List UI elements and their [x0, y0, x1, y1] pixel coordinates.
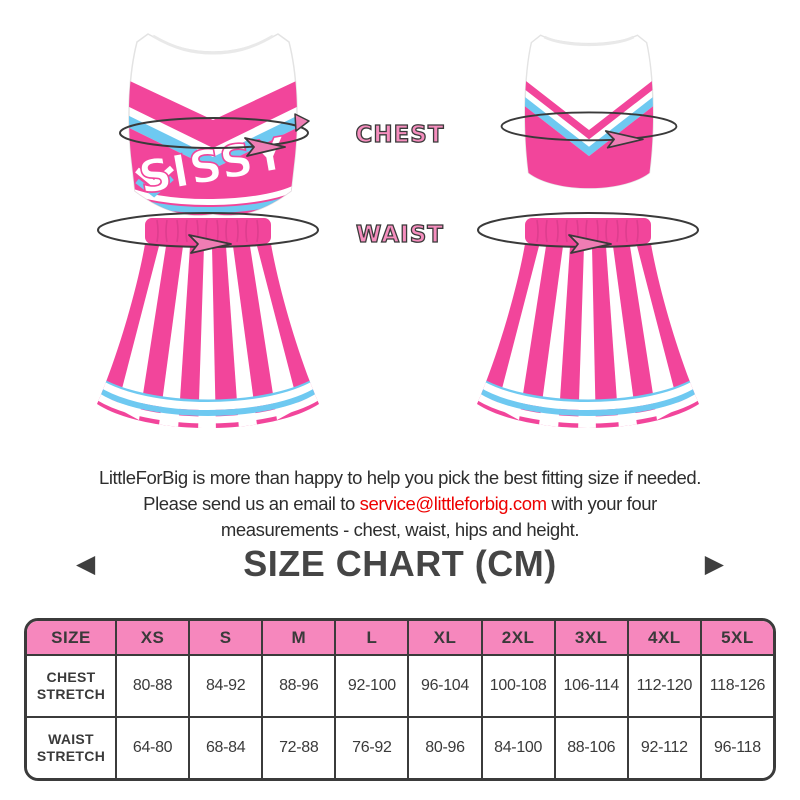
table-row-waist-stretch: WAIST STRETCH 64-80 68-84 72-88 76-92 80…: [27, 716, 773, 778]
size-column-header: S: [188, 621, 262, 654]
size-value-cell: 92-112: [626, 716, 700, 778]
back-waist-measurement-ring-icon: [477, 212, 699, 254]
front-top-image: SISSY: [93, 18, 333, 235]
size-column-header: XL: [407, 621, 481, 654]
size-value-cell: 92-100: [334, 654, 408, 716]
back-top-graphic: [500, 34, 678, 189]
size-value-cell: 96-118: [699, 716, 773, 778]
size-table-wrap: SIZE XS S M L XL 2XL 3XL 4XL 5XL CHEST S…: [24, 618, 776, 781]
size-value-cell: 84-100: [480, 716, 554, 778]
help-line-2-after: with your four: [546, 492, 657, 514]
back-waistband: [525, 218, 651, 244]
size-value-cell: 100-108: [480, 654, 554, 716]
size-column-header: SIZE: [27, 621, 116, 654]
help-line-1: LittleForBig is more than happy to help …: [98, 466, 702, 488]
back-skirt-pleats: [477, 246, 699, 428]
carousel-prev-icon[interactable]: ◀: [76, 549, 96, 578]
size-column-header: M: [261, 621, 335, 654]
chest-measure-label: CHEST: [355, 121, 445, 148]
product-display: SISSY: [83, 18, 713, 451]
size-column-header: 4XL: [626, 621, 700, 654]
front-waist-measurement-ring-icon: [97, 212, 319, 254]
back-skirt-image: [463, 206, 713, 451]
size-value-cell: 112-120: [626, 654, 700, 716]
size-table: SIZE XS S M L XL 2XL 3XL 4XL 5XL CHEST S…: [24, 618, 776, 781]
row-label-waist-stretch: WAIST STRETCH: [27, 716, 116, 778]
front-top-graphic: SISSY: [119, 33, 310, 216]
size-table-header-row: SIZE XS S M L XL 2XL 3XL 4XL 5XL: [27, 621, 773, 654]
sizing-help-text: LittleForBig is more than happy to help …: [20, 465, 780, 543]
size-value-cell: 68-84: [188, 716, 262, 778]
size-column-header: XS: [115, 621, 189, 654]
support-email-link[interactable]: service@littleforbig.com: [359, 492, 547, 514]
size-value-cell: 64-80: [115, 716, 189, 778]
back-chest-measurement-ring-icon: [500, 111, 678, 149]
back-skirt-graphic: [477, 212, 699, 428]
size-value-cell: 106-114: [553, 654, 627, 716]
row-label-chest-stretch: CHEST STRETCH: [27, 654, 116, 716]
size-column-header: 5XL: [699, 621, 773, 654]
size-value-cell: 80-96: [407, 716, 481, 778]
size-chart-title: SIZE CHART (CM): [243, 543, 557, 584]
front-skirt-graphic: [97, 212, 319, 428]
size-column-header: 3XL: [553, 621, 627, 654]
size-value-cell: 96-104: [407, 654, 481, 716]
size-value-cell: 88-96: [261, 654, 335, 716]
size-value-cell: 72-88: [261, 716, 335, 778]
waist-measure-label: WAIST: [355, 221, 444, 248]
size-value-cell: 84-92: [188, 654, 262, 716]
size-value-cell: 80-88: [115, 654, 189, 716]
size-value-cell: 76-92: [334, 716, 408, 778]
table-row-chest-stretch: CHEST STRETCH 80-88 84-92 88-96 92-100 9…: [27, 654, 773, 716]
size-value-cell: 88-106: [553, 716, 627, 778]
carousel-next-icon[interactable]: ▶: [704, 549, 724, 578]
front-skirt-image: [83, 206, 333, 451]
front-skirt-pleats: [97, 246, 319, 428]
size-value-cell: 118-126: [699, 654, 773, 716]
front-chest-measurement-ring-icon: [119, 113, 310, 157]
back-top-image: [496, 22, 682, 218]
size-chart-header: ◀ SIZE CHART (CM) ▶: [0, 538, 800, 590]
size-column-header: L: [334, 621, 408, 654]
front-waistband: [145, 218, 271, 244]
size-column-header: 2XL: [480, 621, 554, 654]
help-line-3: measurements - chest, waist, hips and he…: [220, 518, 580, 540]
help-line-2-before: Please send us an email to: [143, 492, 360, 514]
